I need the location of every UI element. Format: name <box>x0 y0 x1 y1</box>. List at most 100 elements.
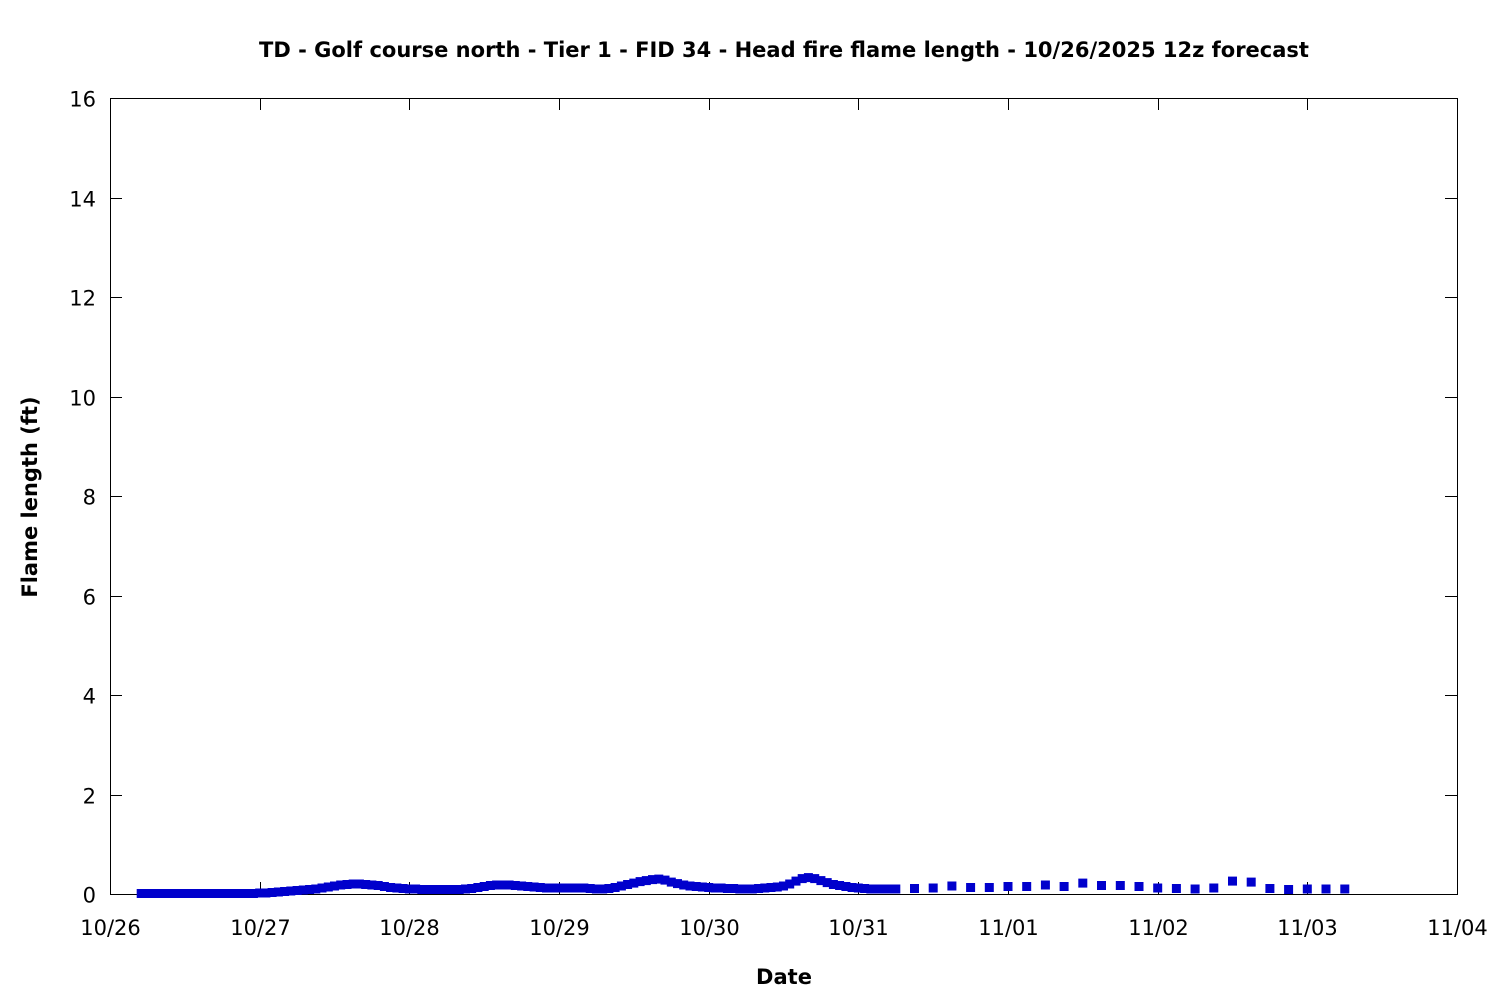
data-point <box>573 883 583 893</box>
data-point <box>984 883 994 892</box>
data-point <box>454 885 464 894</box>
data-point <box>704 883 714 892</box>
data-point <box>542 883 551 893</box>
data-point <box>523 882 533 891</box>
data-point <box>598 884 608 894</box>
data-point <box>691 882 701 891</box>
data-point <box>679 880 689 890</box>
data-point <box>174 889 184 898</box>
data-point <box>729 884 739 893</box>
data-point <box>149 889 159 898</box>
data-point <box>167 889 177 898</box>
data-point <box>199 889 208 898</box>
data-point <box>885 884 894 894</box>
data-point <box>1228 876 1237 886</box>
y-tick-label: 16 <box>69 88 96 112</box>
data-point <box>467 884 477 893</box>
data-point <box>791 876 801 886</box>
data-point <box>461 884 470 894</box>
data-point <box>411 884 421 894</box>
data-point <box>211 889 221 898</box>
data-point <box>379 882 389 891</box>
data-point <box>361 880 371 889</box>
data-point <box>255 888 265 898</box>
data-point <box>747 884 757 894</box>
data-point <box>579 883 589 893</box>
data-point <box>404 884 414 894</box>
data-point <box>828 880 838 889</box>
data-point <box>648 875 657 885</box>
data-point <box>766 883 776 892</box>
data-point <box>604 884 614 893</box>
x-tick-label: 10/27 <box>230 916 291 940</box>
data-point <box>841 882 851 891</box>
data-point <box>1097 881 1106 890</box>
y-tick-label: 8 <box>83 486 96 510</box>
data-point <box>1209 883 1219 893</box>
data-point <box>348 879 358 889</box>
data-point <box>548 883 558 893</box>
data-point <box>629 878 639 888</box>
data-point <box>797 874 807 884</box>
data-point <box>779 881 788 891</box>
data-point <box>217 889 227 898</box>
y-axis-label: Flame length (ft) <box>18 396 42 597</box>
data-point <box>567 883 576 893</box>
chart-title: TD - Golf course north - Tier 1 - FID 34… <box>259 38 1309 62</box>
data-point <box>1003 882 1013 891</box>
data-point <box>367 880 377 890</box>
data-points <box>136 873 1350 898</box>
data-point <box>448 885 458 894</box>
data-point <box>803 873 813 883</box>
data-point <box>236 889 246 898</box>
data-point <box>242 889 252 898</box>
data-point <box>155 889 165 898</box>
data-point <box>423 885 433 894</box>
data-point <box>1340 884 1350 894</box>
x-tick-label: 10/31 <box>828 916 889 940</box>
data-point <box>142 889 152 898</box>
data-point <box>492 880 502 890</box>
data-point <box>180 889 190 898</box>
y-tick-label: 2 <box>83 785 96 809</box>
data-point <box>741 884 751 894</box>
data-point <box>591 884 601 894</box>
data-point <box>386 883 396 892</box>
data-point <box>317 883 327 893</box>
data-point <box>373 881 383 890</box>
x-tick-label: 11/04 <box>1427 916 1488 940</box>
data-point <box>224 889 233 898</box>
data-point <box>822 878 832 888</box>
data-point <box>891 884 901 894</box>
data-point <box>1153 883 1163 893</box>
data-point <box>510 881 520 890</box>
data-point <box>429 885 439 894</box>
data-point <box>735 884 745 894</box>
data-point <box>878 884 888 894</box>
data-point <box>529 882 539 892</box>
data-point <box>417 885 427 894</box>
data-point <box>1284 885 1294 894</box>
data-point <box>810 874 820 884</box>
data-point <box>816 876 826 886</box>
data-point <box>660 875 670 885</box>
x-tick-label: 10/26 <box>80 916 141 940</box>
data-point <box>966 883 976 892</box>
data-point <box>716 883 726 893</box>
data-point <box>273 887 283 897</box>
data-point <box>697 882 707 892</box>
y-tick-label: 6 <box>83 586 96 610</box>
data-point <box>186 889 196 898</box>
data-point <box>710 883 720 893</box>
data-point <box>330 881 339 891</box>
data-point <box>205 889 215 898</box>
data-point <box>847 883 857 892</box>
data-point <box>280 887 290 896</box>
data-point <box>785 879 795 889</box>
data-point <box>1040 880 1050 890</box>
x-axis-label: Date <box>756 965 812 989</box>
data-point <box>354 879 364 889</box>
x-tick-label: 10/30 <box>679 916 740 940</box>
data-point <box>1078 878 1088 888</box>
